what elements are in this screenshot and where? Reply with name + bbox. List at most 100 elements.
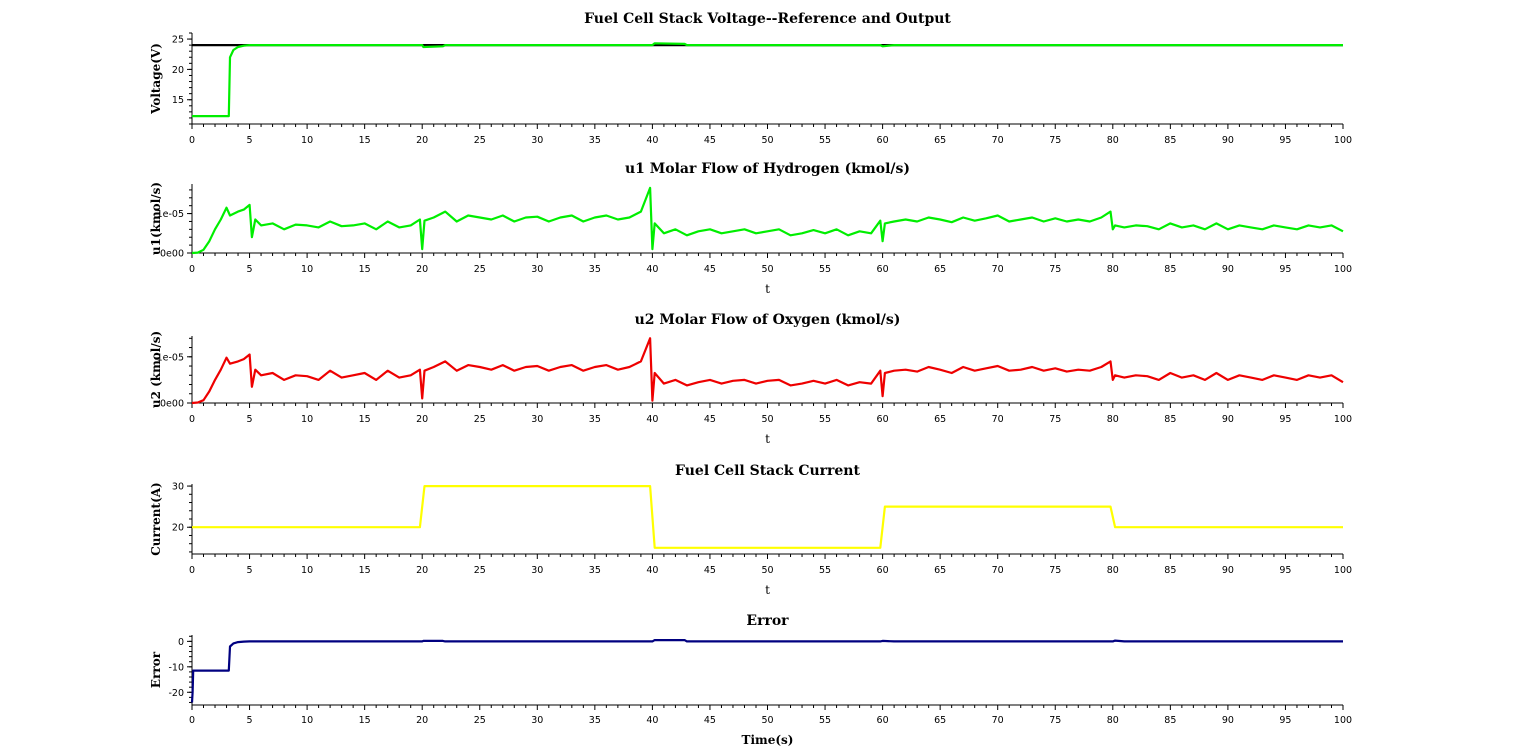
- x-tick-label: 45: [704, 715, 716, 726]
- x-tick-label: 85: [1164, 264, 1176, 275]
- x-tick-label: 30: [531, 414, 543, 425]
- x-tick-label: 65: [934, 135, 946, 146]
- x-tick-label: 0: [189, 565, 195, 576]
- y-tick-label: -20: [168, 688, 184, 699]
- x-tick-label: 85: [1164, 565, 1176, 576]
- x-tick-label: 30: [531, 565, 543, 576]
- x-tick-label: 0: [189, 715, 195, 726]
- x-tick-label: 40: [646, 264, 658, 275]
- x-tick-label: 35: [589, 264, 601, 275]
- y-tick-label: 15: [172, 95, 184, 106]
- y-axis-label: Error: [149, 651, 163, 688]
- x-axis-label: t: [765, 432, 770, 446]
- x-tick-label: 60: [877, 565, 889, 576]
- x-tick-label: 10: [301, 715, 313, 726]
- x-tick-label: 90: [1222, 565, 1234, 576]
- x-tick-label: 100: [1334, 565, 1352, 576]
- x-tick-label: 75: [1049, 414, 1061, 425]
- y-tick-label: 1e-05: [157, 352, 184, 363]
- x-tick-label: 35: [589, 715, 601, 726]
- x-tick-label: 75: [1049, 264, 1061, 275]
- y-axis-label: Voltage(V): [149, 43, 163, 115]
- x-tick-label: 20: [416, 414, 428, 425]
- x-tick-label: 55: [819, 414, 831, 425]
- x-tick-label: 55: [819, 135, 831, 146]
- x-tick-label: 65: [934, 715, 946, 726]
- x-tick-label: 45: [704, 565, 716, 576]
- x-tick-label: 5: [247, 135, 253, 146]
- x-tick-label: 90: [1222, 414, 1234, 425]
- error-subplot: Error Error Time(s) 0 5 10 15 20 25 30 35 40 45 50 55 6…: [149, 613, 1352, 747]
- y-tick-label: 1e-05: [157, 209, 184, 220]
- y-tick-label: 20: [172, 523, 184, 534]
- x-tick-label: 95: [1279, 414, 1291, 425]
- x-tick-label: 30: [531, 715, 543, 726]
- x-tick-label: 90: [1222, 135, 1234, 146]
- x-tick-label: 60: [877, 715, 889, 726]
- x-tick-label: 70: [992, 264, 1004, 275]
- x-tick-label: 40: [646, 414, 658, 425]
- current-subplot: Fuel Cell Stack Current Current(A) t 0 5 10 15…: [149, 463, 1352, 597]
- x-tick-label: 65: [934, 565, 946, 576]
- x-tick-label: 30: [531, 135, 543, 146]
- subplot-title: Error: [746, 613, 789, 629]
- x-tick-label: 50: [761, 264, 773, 275]
- voltage-subplot: Fuel Cell Stack Voltage--Reference and O…: [149, 11, 1352, 146]
- x-tick-label: 60: [877, 135, 889, 146]
- x-tick-label: 10: [301, 414, 313, 425]
- x-tick-label: 80: [1107, 715, 1119, 726]
- x-tick-label: 20: [416, 264, 428, 275]
- x-tick-label: 80: [1107, 414, 1119, 425]
- x-tick-label: 70: [992, 414, 1004, 425]
- x-tick-label: 60: [877, 414, 889, 425]
- x-tick-label: 70: [992, 135, 1004, 146]
- series-line-0: [190, 638, 1343, 703]
- x-tick-label: 40: [646, 715, 658, 726]
- x-tick-label: 80: [1107, 135, 1119, 146]
- x-tick-label: 10: [301, 565, 313, 576]
- x-tick-label: 95: [1279, 565, 1291, 576]
- x-tick-label: 45: [704, 135, 716, 146]
- x-tick-label: 65: [934, 264, 946, 275]
- x-tick-label: 5: [247, 565, 253, 576]
- y-tick-label: 30: [172, 482, 184, 493]
- x-tick-label: 70: [992, 565, 1004, 576]
- x-tick-label: 50: [761, 414, 773, 425]
- x-tick-label: 5: [247, 715, 253, 726]
- x-tick-label: 0: [189, 264, 195, 275]
- x-tick-label: 15: [359, 135, 371, 146]
- x-tick-label: 35: [589, 135, 601, 146]
- x-tick-label: 25: [474, 565, 486, 576]
- x-tick-label: 25: [474, 135, 486, 146]
- subplot-title: Fuel Cell Stack Current: [675, 463, 860, 479]
- x-tick-label: 85: [1164, 715, 1176, 726]
- x-tick-label: 80: [1107, 565, 1119, 576]
- y-tick-label: 0: [178, 637, 184, 648]
- x-tick-label: 35: [589, 565, 601, 576]
- y-axis-label: u1(kmol/s): [149, 182, 163, 255]
- x-tick-label: 55: [819, 264, 831, 275]
- y-tick-label: 25: [172, 35, 184, 46]
- x-tick-label: 25: [474, 264, 486, 275]
- subplot-title: u2 Molar Flow of Oxygen (kmol/s): [635, 312, 901, 328]
- x-axis-label: t: [765, 282, 770, 296]
- series-line-1: [192, 42, 1343, 118]
- x-tick-label: 50: [761, 715, 773, 726]
- x-tick-label: 90: [1222, 264, 1234, 275]
- y-tick-label: 20: [172, 65, 184, 76]
- x-tick-label: 5: [247, 264, 253, 275]
- x-tick-label: 5: [247, 414, 253, 425]
- x-tick-label: 85: [1164, 414, 1176, 425]
- x-tick-label: 100: [1334, 135, 1352, 146]
- x-tick-label: 10: [301, 264, 313, 275]
- x-tick-label: 100: [1334, 264, 1352, 275]
- x-tick-label: 70: [992, 715, 1004, 726]
- x-tick-label: 40: [646, 135, 658, 146]
- y-tick-label: 0e00: [160, 399, 184, 410]
- x-tick-label: 30: [531, 264, 543, 275]
- y-axis-label: Current(A): [149, 482, 163, 556]
- x-tick-label: 20: [416, 565, 428, 576]
- y-tick-label: 0e00: [160, 249, 184, 260]
- x-tick-label: 25: [474, 715, 486, 726]
- x-axis-label: t: [765, 583, 770, 597]
